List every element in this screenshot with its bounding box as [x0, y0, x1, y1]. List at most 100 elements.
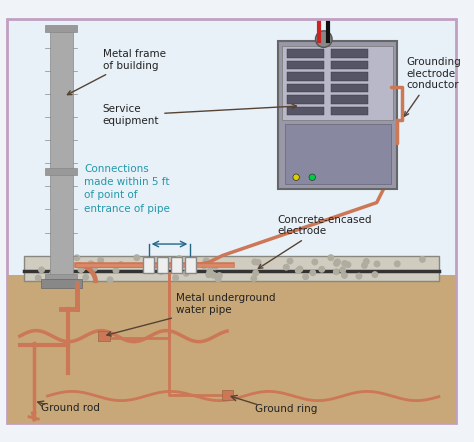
Circle shape: [342, 261, 347, 266]
Bar: [331, 72, 367, 80]
Circle shape: [319, 267, 325, 272]
Circle shape: [201, 263, 207, 268]
Circle shape: [74, 255, 80, 261]
Circle shape: [335, 259, 340, 265]
Circle shape: [364, 259, 369, 264]
Circle shape: [252, 259, 257, 265]
Circle shape: [36, 275, 41, 281]
Text: Ground ring: Ground ring: [255, 404, 317, 414]
Text: Concrete-encased
electrode: Concrete-encased electrode: [258, 215, 372, 268]
Bar: [287, 61, 324, 69]
Text: Connections
made within 5 ft
of point of
entrance of pipe: Connections made within 5 ft of point of…: [84, 164, 170, 213]
Circle shape: [345, 262, 351, 267]
Bar: [287, 49, 324, 57]
Circle shape: [211, 273, 217, 278]
Circle shape: [145, 262, 151, 267]
Text: Metal underground
water pipe: Metal underground water pipe: [107, 293, 276, 336]
Circle shape: [334, 269, 339, 274]
Text: Grounding
electrode
conductor: Grounding electrode conductor: [404, 57, 461, 116]
Circle shape: [287, 258, 293, 264]
Circle shape: [283, 264, 289, 270]
Circle shape: [340, 267, 346, 273]
Circle shape: [374, 261, 380, 267]
Bar: [331, 49, 367, 57]
Circle shape: [293, 174, 300, 180]
Circle shape: [217, 273, 222, 278]
Circle shape: [328, 255, 334, 260]
Circle shape: [255, 259, 261, 265]
Circle shape: [50, 271, 55, 276]
Circle shape: [150, 264, 156, 269]
Bar: [287, 72, 324, 80]
Text: Service
equipment: Service equipment: [103, 104, 296, 126]
Circle shape: [65, 256, 71, 262]
Circle shape: [98, 257, 103, 263]
Circle shape: [39, 267, 44, 273]
Circle shape: [206, 272, 211, 278]
Circle shape: [212, 264, 218, 270]
Text: Metal frame
of building: Metal frame of building: [67, 49, 166, 95]
Bar: [287, 95, 324, 103]
Circle shape: [118, 262, 124, 267]
Circle shape: [394, 261, 400, 267]
Circle shape: [203, 258, 209, 263]
Bar: [143, 257, 155, 273]
Bar: [25, 255, 439, 281]
Bar: [50, 27, 73, 281]
Circle shape: [158, 269, 164, 274]
Circle shape: [356, 273, 362, 279]
Bar: [331, 84, 367, 92]
Circle shape: [91, 266, 97, 271]
Bar: [331, 61, 367, 69]
Bar: [283, 46, 393, 120]
Bar: [331, 107, 367, 115]
Bar: [331, 95, 367, 103]
Circle shape: [309, 174, 316, 180]
Bar: [287, 84, 324, 92]
Circle shape: [334, 261, 339, 266]
Bar: [45, 274, 77, 281]
Circle shape: [316, 31, 332, 47]
FancyBboxPatch shape: [278, 42, 398, 189]
Circle shape: [148, 263, 154, 268]
Circle shape: [310, 270, 316, 275]
Circle shape: [134, 255, 139, 260]
Bar: [98, 331, 109, 341]
Bar: [222, 390, 233, 400]
Circle shape: [89, 262, 94, 267]
Bar: [284, 124, 391, 184]
Circle shape: [78, 267, 84, 272]
Bar: [157, 257, 168, 273]
Circle shape: [253, 270, 258, 276]
Polygon shape: [31, 412, 36, 421]
Circle shape: [83, 274, 89, 280]
Circle shape: [342, 273, 347, 278]
Circle shape: [362, 263, 367, 268]
Circle shape: [176, 256, 182, 261]
Circle shape: [303, 274, 309, 279]
Circle shape: [173, 275, 178, 281]
Circle shape: [209, 271, 214, 276]
Circle shape: [207, 268, 213, 274]
Text: Ground rod: Ground rod: [41, 403, 100, 412]
Circle shape: [295, 268, 301, 273]
Circle shape: [113, 268, 119, 273]
Bar: [171, 257, 182, 273]
Circle shape: [312, 259, 318, 265]
Circle shape: [88, 261, 93, 267]
Circle shape: [419, 257, 425, 262]
Bar: [7, 275, 456, 423]
Bar: [41, 278, 82, 288]
Circle shape: [297, 267, 303, 272]
Bar: [185, 257, 196, 273]
Circle shape: [372, 272, 378, 277]
Bar: [45, 25, 77, 32]
Bar: [287, 107, 324, 115]
Circle shape: [79, 266, 84, 272]
Circle shape: [183, 271, 189, 276]
Circle shape: [64, 255, 70, 260]
Circle shape: [251, 276, 256, 281]
Circle shape: [107, 277, 113, 282]
Circle shape: [215, 276, 221, 282]
Bar: [45, 168, 77, 175]
